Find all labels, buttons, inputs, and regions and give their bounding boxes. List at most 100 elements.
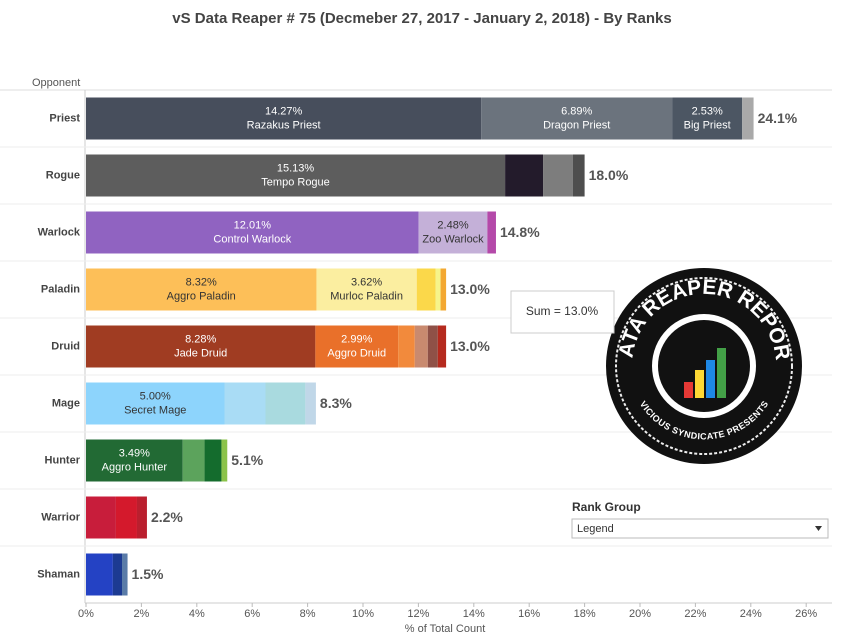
x-tick-label: 4% [189, 608, 205, 620]
dropdown-arrow[interactable] [815, 526, 822, 531]
y-tick-label: Warlock [38, 226, 81, 238]
bar-segment [437, 325, 447, 368]
x-axis-label: % of Total Count [405, 623, 486, 635]
segment-value-label: 2.53% [692, 105, 723, 117]
x-tick-label: 8% [300, 608, 316, 620]
bar-segment [316, 268, 417, 311]
x-tick-label: 24% [740, 608, 762, 620]
tooltip-box [510, 290, 615, 334]
dropdown-box[interactable] [571, 518, 829, 539]
total-label: 18.0% [589, 167, 629, 183]
bar-segment [136, 496, 147, 539]
x-tick-label: 2% [133, 608, 149, 620]
segment-value-label: 3.49% [119, 447, 150, 459]
y-tick-label: Paladin [41, 283, 80, 295]
total-label: 14.8% [500, 224, 540, 240]
logo-bar [695, 370, 704, 398]
y-tick-label: Rogue [46, 169, 80, 181]
total-label: 24.1% [758, 110, 798, 126]
x-tick-label: 26% [795, 608, 817, 620]
bar-segment [86, 154, 506, 197]
logo-bar [717, 348, 726, 398]
segment-value-label: 12.01% [234, 219, 272, 231]
bar-segment [221, 439, 228, 482]
total-label: 13.0% [450, 281, 490, 297]
bar-segment [224, 382, 266, 425]
chart-title: vS Data Reaper # 75 (Decmeber 27, 2017 -… [172, 10, 671, 27]
total-label: 5.1% [231, 452, 263, 468]
legend-dropdown[interactable]: Legend [571, 518, 829, 539]
bar-segment [86, 382, 225, 425]
segment-name-label: Secret Mage [124, 404, 186, 416]
bar-segment [572, 154, 585, 197]
y-axis-label: Opponent [32, 77, 80, 89]
segment-value-label: 3.62% [351, 276, 382, 288]
segment-value-label: 2.48% [437, 219, 468, 231]
x-tick-label: 6% [244, 608, 260, 620]
segment-name-label: Aggro Druid [327, 347, 386, 359]
bar-segment [742, 97, 754, 140]
dropdown-text[interactable]: Legend [577, 523, 614, 535]
segment-value-label: 8.28% [185, 333, 216, 345]
bar-segment [86, 439, 183, 482]
segment-name-label: Zoo Warlock [422, 233, 484, 245]
x-tick-label: 14% [463, 608, 485, 620]
bar-segment [440, 268, 447, 311]
segment-name-label: Dragon Priest [543, 119, 610, 131]
bar-segment [122, 553, 128, 596]
x-tick-label: 18% [574, 608, 596, 620]
x-tick-label: 10% [352, 608, 374, 620]
segment-name-label: Tempo Rogue [261, 176, 330, 188]
bar-segment [418, 211, 488, 254]
bar-segment [112, 553, 123, 596]
bar-segment [86, 553, 113, 596]
bar-segment [86, 211, 419, 254]
logo-bar [706, 360, 715, 398]
y-tick-label: Mage [52, 397, 80, 409]
bar-segment [265, 382, 306, 425]
segment-name-label: Big Priest [684, 119, 731, 131]
bar-segment [305, 382, 316, 425]
bar-segment [86, 268, 317, 311]
segment-value-label: 8.32% [186, 276, 217, 288]
y-tick-label: Priest [49, 112, 80, 124]
y-tick-label: Hunter [45, 454, 81, 466]
bar-segment [481, 97, 673, 140]
bar-segment [315, 325, 399, 368]
segment-value-label: 5.00% [140, 390, 171, 402]
segment-name-label: Control Warlock [213, 233, 291, 245]
segment-value-label: 2.99% [341, 333, 372, 345]
segment-name-label: Jade Druid [174, 347, 227, 359]
segment-name-label: Razakus Priest [247, 119, 321, 131]
segment-name-label: Aggro Paladin [167, 290, 236, 302]
total-label: 2.2% [151, 509, 183, 525]
x-tick-label: 22% [684, 608, 706, 620]
bar-segment [204, 439, 222, 482]
segment-value-label: 14.27% [265, 105, 303, 117]
tooltip-text: Sum = 13.0% [526, 304, 599, 318]
bar-segment [86, 325, 316, 368]
segment-value-label: 6.89% [561, 105, 592, 117]
bar-segment [543, 154, 573, 197]
bar-segment [86, 97, 482, 140]
legend-title: Rank Group [572, 500, 641, 514]
bar-segment [672, 97, 743, 140]
total-label: 13.0% [450, 338, 490, 354]
segment-name-label: Aggro Hunter [102, 461, 168, 473]
bar-segment [435, 268, 441, 311]
segment-name-label: Murloc Paladin [330, 290, 403, 302]
x-tick-label: 0% [78, 608, 94, 620]
tooltip: Sum = 13.0% [510, 290, 615, 334]
bar-segment [427, 325, 438, 368]
bar-segment [414, 325, 428, 368]
logo-core [658, 320, 750, 412]
bar-segment [487, 211, 496, 254]
logo-bar [684, 382, 693, 398]
bar-segment [86, 496, 116, 539]
bar-segment [182, 439, 205, 482]
logo-ring [615, 277, 793, 455]
bar-segment [505, 154, 544, 197]
x-tick-label: 12% [407, 608, 429, 620]
x-tick-label: 16% [518, 608, 540, 620]
